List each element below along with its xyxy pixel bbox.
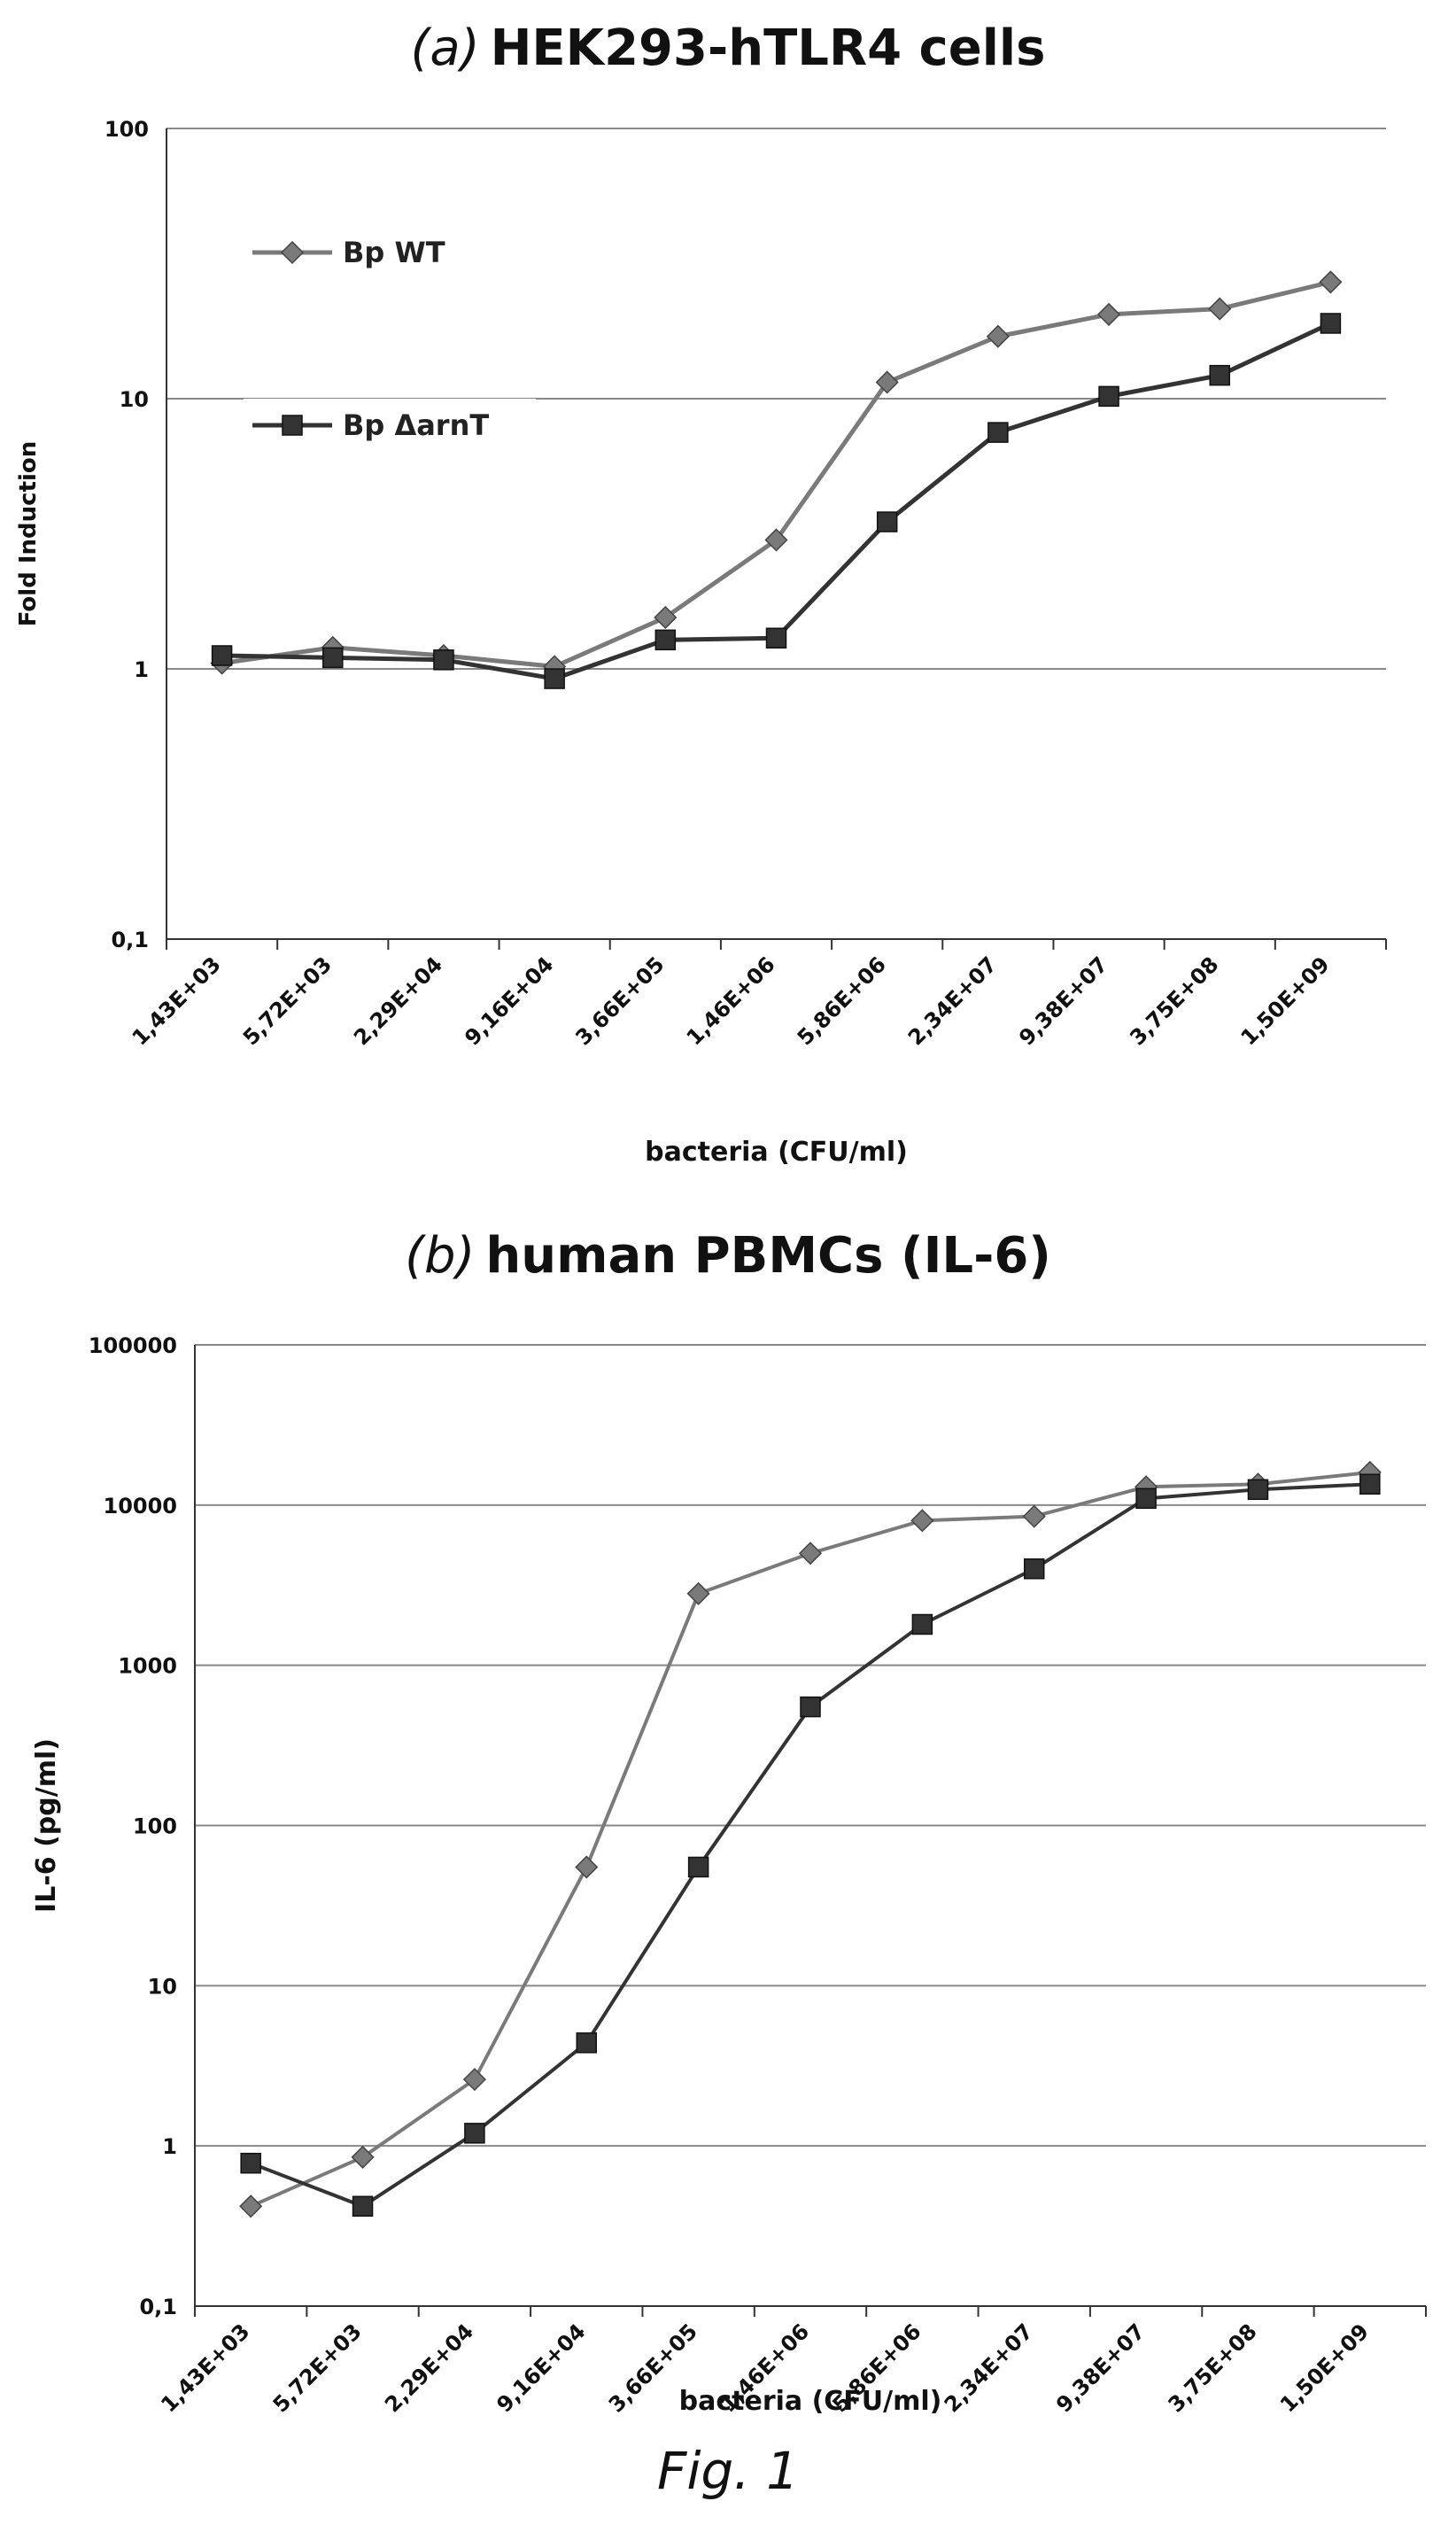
chart-a-series-2-point [1209, 364, 1230, 386]
chart-b-series-2-point [576, 2032, 598, 2054]
chart-b-ytick-label: 100000 [89, 1333, 177, 1358]
chart-a-ytick-label: 1 [134, 657, 149, 682]
chart-b-xtick-label: 2,29E+04 [380, 2319, 478, 2417]
chart-b-xtick-label: 1,50E+09 [1275, 2319, 1374, 2417]
chart-a-series-2-point [876, 511, 898, 532]
chart-b-series-2-point [687, 1856, 709, 1878]
chart-b-series-2-point [800, 1696, 821, 1718]
chart-b-series-2-line [250, 1482, 1370, 2209]
chart-b-series-2-point [1135, 1487, 1157, 1510]
chart-a-xtick-label: 2,29E+04 [349, 952, 447, 1050]
chart-a-series-1-point [875, 370, 899, 394]
chart-b-series-2-point [240, 2152, 261, 2174]
chart-b-series-1-point [686, 1581, 710, 1605]
chart-a-xtick-label: 5,72E+03 [238, 952, 337, 1050]
chart-a-legend-2-marker [282, 415, 303, 436]
chart-b-series-1-point [798, 1542, 823, 1565]
chart-a-legend-1-label: Bp WT [343, 236, 445, 269]
chart-b-series-1-point [239, 2194, 263, 2218]
chart-a-xtick-label: 3,66E+05 [570, 952, 669, 1050]
chart-a-series-1-point [986, 324, 1010, 348]
chart-a-series-2-point [322, 647, 344, 669]
chart-b-y-axis-label: IL-6 (pg/ml) [31, 1738, 62, 1913]
chart-a-title-lead: (a) [410, 19, 480, 77]
chart-a-ytick-label: 10 [120, 387, 149, 412]
chart-b-xtick-label: 5,72E+03 [268, 2319, 367, 2417]
chart-a-series-1-point [1096, 302, 1121, 326]
chart-b-series-2-point [352, 2195, 374, 2218]
chart-b-title-main: human PBMCs (IL-6) [485, 1227, 1051, 1285]
chart-a: 0,1 1 10 100 1,43E+03 5,72E+03 2,29E+04 9,16E+0… [15, 117, 1387, 1168]
chart-a-series-2-line [221, 321, 1332, 681]
chart-b-ytick-label: 1000 [118, 1654, 177, 1679]
chart-b-xtick-label: 2,34E+07 [940, 2319, 1038, 2417]
chart-a-xtick-label: 9,38E+07 [1014, 952, 1112, 1050]
chart-a-xtick-label: 5,86E+06 [793, 952, 891, 1050]
chart-a-series-2-point [987, 422, 1009, 443]
chart-a-ytick-label: 0,1 [111, 928, 149, 952]
chart-a-xtick-label: 1,43E+03 [128, 952, 226, 1050]
chart-a-series-1-line [221, 280, 1331, 669]
chart-b-series-2-point [1359, 1473, 1381, 1495]
chart-a-xtick-label: 2,34E+07 [903, 952, 1002, 1050]
chart-b-series-1-point [575, 1855, 599, 1879]
chart-a-series-1-point [654, 605, 678, 630]
chart-a-series-2-point [1320, 313, 1342, 334]
chart-b-ytick-label: 1 [162, 2134, 177, 2159]
chart-b-ytick-label: 10 [148, 1974, 177, 1999]
chart-a-xtick-label: 1,50E+09 [1236, 952, 1335, 1050]
chart-a-series-1-point [1208, 297, 1232, 321]
chart-b-xtick-label: 9,16E+04 [492, 2319, 590, 2417]
chart-b-xtick-label: 9,38E+07 [1051, 2319, 1150, 2417]
chart-b-ytick-label: 100 [133, 1814, 177, 1839]
chart-a-legend-1-marker [280, 240, 305, 265]
chart-a-series-1-point [764, 528, 788, 552]
chart-b-series-1-point [351, 2145, 375, 2169]
chart-b: 0,1 1 10 100 1000 10000 100000 1,43E+03 5,72E+03… [31, 1333, 1427, 2418]
chart-b-series-2-point [911, 1613, 933, 1635]
chart-a-series-2-point [211, 645, 233, 666]
chart-b-series-1-line [250, 1470, 1371, 2209]
chart-b-series-2-point [1023, 1558, 1045, 1580]
chart-b-series-2-point [464, 2123, 485, 2144]
chart-b-series-1-point [462, 2068, 486, 2092]
chart-a-ytick-label: 100 [105, 117, 149, 142]
chart-b-title-lead: (b) [405, 1227, 476, 1285]
chart-b-xtick-label: 1,43E+03 [156, 2319, 254, 2417]
chart-a-title-main: HEK293-hTLR4 cells [490, 19, 1046, 77]
figure-caption: Fig. 1 [656, 2441, 800, 2501]
chart-a-series-2-point [544, 668, 565, 689]
chart-a-xtick-label: 9,16E+04 [460, 952, 558, 1050]
chart-a-series-2-point [654, 629, 677, 651]
chart-b-x-axis-label: bacteria (CFU/ml) [679, 2386, 942, 2417]
chart-b-series-1-point [910, 1509, 934, 1533]
chart-b-title: (b) human PBMCs (IL-6) [0, 1227, 1456, 1285]
chart-a-legend-2-label: Bp ΔarnT [343, 408, 489, 442]
chart-a-x-axis-label: bacteria (CFU/ml) [645, 1137, 908, 1168]
chart-a-series-2-point [1098, 385, 1119, 408]
chart-b-series-2-point [1247, 1479, 1269, 1501]
chart-a-series-2-point [765, 627, 787, 649]
chart-a-series-2-point [433, 649, 454, 671]
chart-b-series-1-point [1022, 1504, 1046, 1528]
chart-a-title: (a) HEK293-hTLR4 cells [0, 19, 1456, 77]
chart-b-xtick-label: 3,75E+08 [1164, 2319, 1262, 2417]
chart-a-series-1-point [1319, 270, 1343, 294]
chart-b-ytick-label: 0,1 [139, 2295, 177, 2319]
chart-a-y-axis-label: Fold Induction [15, 441, 42, 627]
chart-b-ytick-label: 10000 [104, 1494, 178, 1519]
chart-a-xtick-label: 1,46E+06 [682, 952, 780, 1050]
chart-a-xtick-label: 3,75E+08 [1125, 952, 1223, 1050]
